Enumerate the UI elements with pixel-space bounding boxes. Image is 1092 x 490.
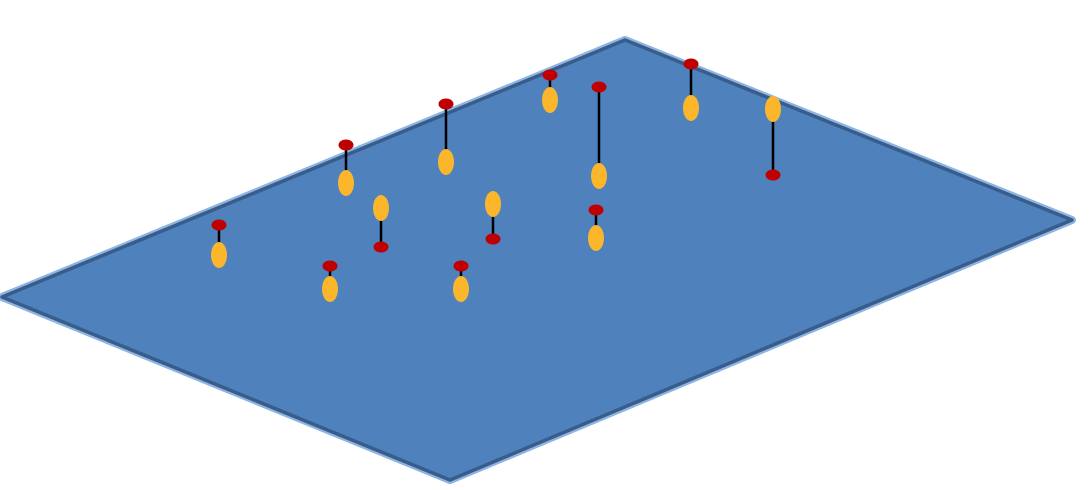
yellow-marker <box>485 191 501 217</box>
red-marker <box>438 98 454 110</box>
yellow-marker <box>211 242 227 268</box>
red-marker <box>542 69 558 81</box>
red-marker <box>453 260 469 272</box>
marker-pair <box>683 58 699 121</box>
plane-surface <box>0 38 1074 482</box>
yellow-marker <box>765 96 781 122</box>
ground-plane <box>0 36 1076 484</box>
marker-pair <box>542 69 558 113</box>
marker-pair <box>485 191 501 245</box>
red-marker <box>338 139 354 151</box>
marker-pair <box>338 139 354 196</box>
marker-pair <box>211 219 227 268</box>
marker-pair <box>765 96 781 181</box>
red-marker <box>588 204 604 216</box>
yellow-marker <box>591 163 607 189</box>
marker-pairs <box>211 58 781 302</box>
red-marker <box>591 81 607 93</box>
red-marker <box>765 169 781 181</box>
marker-pair <box>322 260 338 302</box>
red-marker <box>683 58 699 70</box>
red-marker <box>211 219 227 231</box>
marker-pair <box>453 260 469 302</box>
yellow-marker <box>683 95 699 121</box>
yellow-marker <box>542 87 558 113</box>
marker-pair <box>373 195 389 253</box>
marker-pair <box>588 204 604 251</box>
yellow-marker <box>588 225 604 251</box>
yellow-marker <box>322 276 338 302</box>
red-marker <box>373 241 389 253</box>
red-marker <box>485 233 501 245</box>
yellow-marker <box>338 170 354 196</box>
yellow-marker <box>373 195 389 221</box>
marker-pair <box>438 98 454 175</box>
yellow-marker <box>453 276 469 302</box>
marker-pair <box>591 81 607 189</box>
red-marker <box>322 260 338 272</box>
yellow-marker <box>438 149 454 175</box>
